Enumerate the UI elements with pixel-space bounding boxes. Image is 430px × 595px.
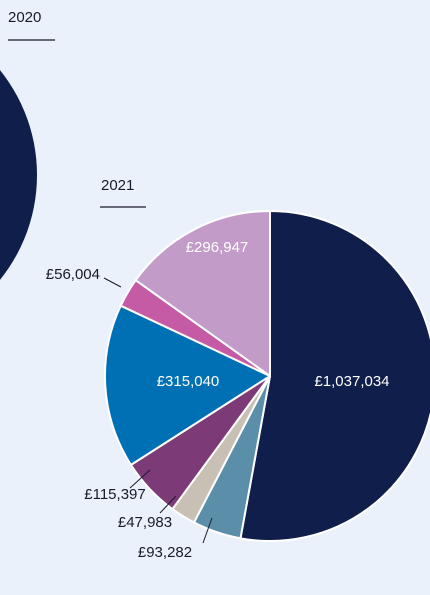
value-label: £93,282: [138, 544, 192, 561]
value-label: £1,037,034: [314, 373, 389, 390]
chart-title: 2021: [101, 177, 134, 194]
value-label: £56,004: [46, 266, 100, 283]
pie-slice: [239, 210, 430, 542]
chart-title: 2020: [8, 9, 41, 26]
leader-line: [129, 469, 151, 489]
pie-2020-fragment: [0, 70, 37, 280]
leader-line: [103, 277, 122, 288]
leader-line: [159, 495, 177, 514]
value-label: £115,397: [84, 486, 145, 503]
value-label: £315,040: [157, 373, 220, 390]
leader-line: [202, 517, 213, 544]
pie-slice: [104, 304, 271, 466]
pie-slice: [134, 210, 271, 377]
value-label: £47,983: [118, 514, 172, 531]
value-label: £296,947: [186, 239, 249, 256]
